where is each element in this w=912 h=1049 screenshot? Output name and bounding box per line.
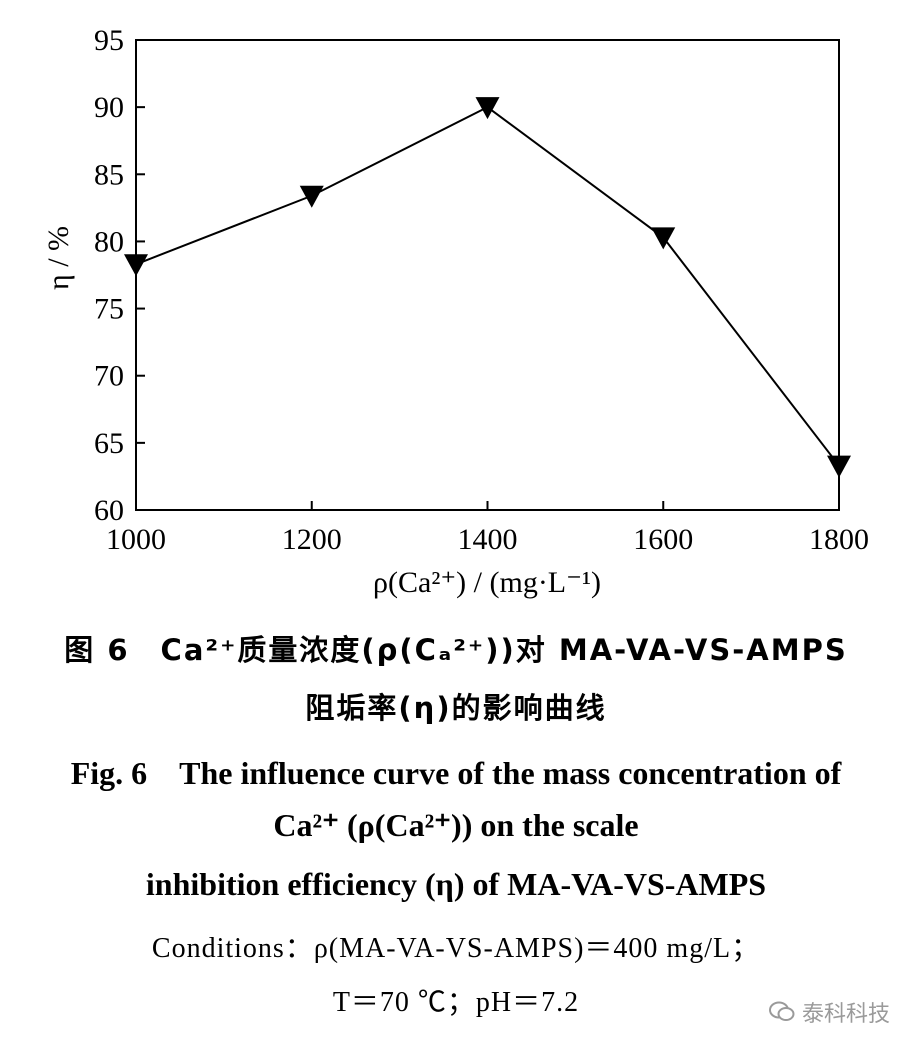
x-tick-label: 1800 xyxy=(809,523,869,556)
data-point-marker xyxy=(651,227,676,250)
y-tick-label: 75 xyxy=(94,293,124,326)
y-tick-label: 85 xyxy=(94,158,124,191)
series-line xyxy=(135,105,840,467)
data-point-marker xyxy=(299,185,324,208)
watermark-text: 泰科科技 xyxy=(802,1002,891,1027)
caption-en-line2: Ca²⁺ (ρ(Ca²⁺)) on the scale xyxy=(273,807,639,843)
y-tick-label: 70 xyxy=(94,360,124,393)
watermark: 泰科科技 xyxy=(768,992,898,1032)
x-axis-title: ρ(Ca²⁺) / (mg·L⁻¹) xyxy=(373,566,601,599)
y-tick-label: 60 xyxy=(94,494,124,527)
y-axis-title: η / % xyxy=(42,226,75,290)
wechat-icon xyxy=(769,1001,795,1021)
x-tick-label: 1600 xyxy=(633,523,693,556)
x-tick-label: 1200 xyxy=(282,523,342,556)
x-tick-label: 1000 xyxy=(106,523,166,556)
y-tick-label: 65 xyxy=(94,427,124,460)
series-markers xyxy=(124,97,851,478)
data-point-marker xyxy=(475,97,500,120)
caption-conditions-line2: T＝70 ℃；pH＝7.2 xyxy=(332,987,580,1018)
y-tick-label: 95 xyxy=(94,24,124,57)
data-point-marker xyxy=(827,455,851,478)
caption-en-line3: inhibition efficiency (η) of MA-VA-VS-AM… xyxy=(145,866,767,902)
axis-ticks: 1000 1200 1400 1600 1800 60 65 70 75 80 85 90 95 xyxy=(94,24,869,556)
chart: 1000 1200 1400 1600 1800 60 65 70 75 80 85 90 95 η /… xyxy=(42,24,869,599)
y-tick-label: 90 xyxy=(94,91,124,124)
data-point-marker xyxy=(124,254,148,277)
y-tick-label: 80 xyxy=(94,225,124,258)
x-tick-label: 1400 xyxy=(458,523,518,556)
caption-en-line1: Fig. 6 The influence curve of the mass c… xyxy=(70,755,842,791)
caption-conditions-line1: Conditions：ρ(MA-VA-VS-AMPS)＝400 mg/L； xyxy=(151,933,761,964)
caption-cn-line1: 图 6 Ca²⁺质量浓度(ρ(Cₐ²⁺))对 MA-VA-VS-AMPS xyxy=(64,633,848,667)
caption-cn-line2: 阻垢率(η)的影响曲线 xyxy=(305,691,607,725)
